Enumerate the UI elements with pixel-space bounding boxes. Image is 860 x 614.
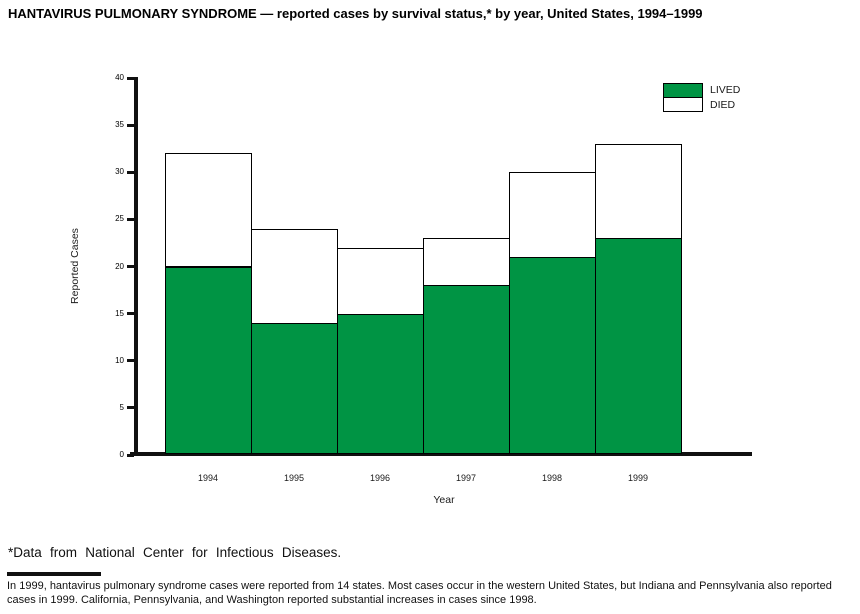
bar-lived-1998 — [509, 257, 596, 454]
bar-died-1994 — [165, 153, 252, 268]
y-tick-label-40: 40 — [115, 73, 124, 82]
y-axis-label: Reported Cases — [69, 228, 81, 304]
bar-lived-1996 — [337, 313, 424, 454]
y-tick-20 — [127, 265, 134, 268]
bar-died-1998 — [509, 172, 596, 259]
y-tick-label-5: 5 — [119, 402, 124, 412]
y-tick-0 — [127, 453, 134, 457]
y-tick-label-35: 35 — [115, 120, 124, 130]
x-tick-label-1996: 1996 — [369, 473, 391, 483]
y-tick-label-20: 20 — [115, 261, 124, 271]
y-tick-label-15: 15 — [115, 308, 124, 318]
x-tick-label-1998: 1998 — [541, 473, 563, 483]
y-tick-10 — [127, 359, 134, 363]
bar-died-1996 — [337, 247, 424, 315]
bar-lived-1997 — [423, 285, 510, 454]
y-tick-25 — [127, 217, 134, 221]
chart-area: HANTAVIRUS PULMONARY SYNDROME — reported… — [8, 6, 752, 506]
y-tick-label-30: 30 — [115, 167, 124, 177]
x-axis-line — [130, 452, 752, 456]
chart-title: HANTAVIRUS PULMONARY SYNDROME — reported… — [8, 6, 703, 21]
y-tick-label-25: 25 — [115, 214, 124, 224]
bar-lived-1999 — [595, 238, 682, 454]
y-tick-30 — [127, 170, 134, 174]
x-tick-label-1995: 1995 — [283, 473, 305, 483]
legend: LIVED DIED — [663, 83, 740, 112]
y-tick-15 — [127, 312, 134, 316]
y-tick-5 — [127, 406, 134, 410]
legend-label-lived: LIVED — [710, 84, 741, 96]
summary-note: In 1999, hantavirus pulmonary syndrome c… — [7, 580, 832, 606]
y-tick-label-0: 0 — [119, 450, 124, 459]
y-tick-label-10: 10 — [115, 355, 124, 365]
bar-lived-1994 — [165, 266, 252, 454]
x-tick-label-1994: 1994 — [197, 473, 219, 483]
x-tick-label-1999: 1999 — [627, 473, 649, 483]
bar-lived-1995 — [251, 323, 338, 454]
x-axis-label: Year — [433, 494, 455, 506]
legend-label-died: DIED — [710, 99, 736, 111]
legend-swatch-died-icon — [663, 96, 703, 112]
bar-died-1997 — [423, 238, 510, 287]
x-tick-label-1997: 1997 — [455, 473, 477, 483]
y-tick-35 — [127, 123, 134, 127]
footnote-divider — [7, 572, 101, 576]
y-axis-line — [134, 77, 138, 456]
bar-died-1999 — [595, 143, 682, 240]
bar-died-1995 — [251, 228, 338, 325]
y-tick-40 — [127, 76, 134, 80]
data-source-footnote: *Data from National Center for Infectiou… — [8, 545, 342, 560]
